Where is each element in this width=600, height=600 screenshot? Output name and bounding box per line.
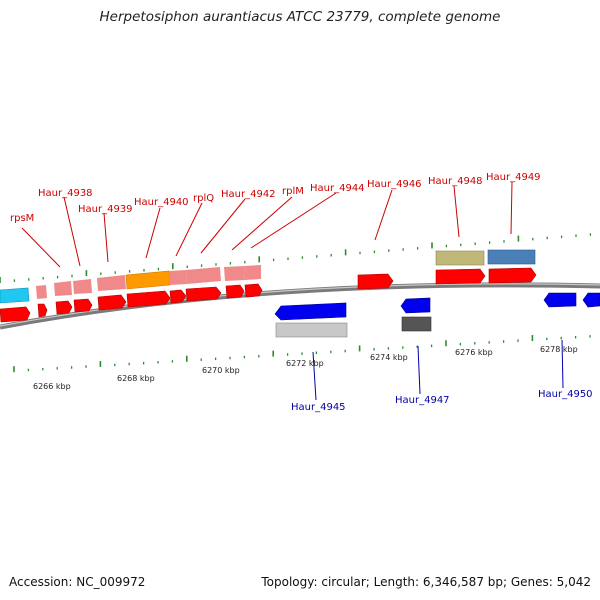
feature-lightgray[interactable]	[275, 322, 348, 338]
gene-arrow[interactable]	[126, 290, 171, 308]
scale-label: 6274 kbp	[370, 353, 408, 362]
gene-arrow[interactable]	[55, 300, 73, 315]
topology-text: Topology: circular; Length: 6,346,587 bp…	[261, 575, 591, 589]
gene-arrow[interactable]	[185, 286, 222, 302]
gene-label[interactable]: Haur_4942	[221, 189, 276, 200]
feature-pink[interactable]	[36, 285, 47, 299]
feature-pink[interactable]	[169, 270, 187, 285]
feature-pink[interactable]	[97, 275, 126, 291]
inner-tick-marks	[13, 335, 591, 373]
gene-arrow-Haur_4947[interactable]	[400, 297, 431, 314]
reverse-strand-features	[274, 292, 600, 338]
outer-tick-marks	[0, 233, 592, 283]
accession-text: Accession: NC_009972	[9, 575, 146, 589]
scale-label: 6272 kbp	[286, 359, 324, 368]
gene-arrow-Haur_4949[interactable]	[488, 267, 537, 284]
genome-backbone-highlight	[0, 283, 600, 327]
scale-label: 6276 kbp	[455, 348, 493, 357]
gene-label[interactable]: Haur_4950	[538, 389, 593, 400]
feature-pink[interactable]	[224, 266, 245, 281]
gene-arrow-Haur_4950[interactable]	[543, 292, 577, 308]
forward-gene-labels: rpsM Haur_4938 Haur_4939 Haur_4940 rplQ …	[10, 172, 541, 224]
gene-arrow-Haur_4946[interactable]	[357, 273, 394, 290]
gene-arrow[interactable]	[582, 292, 600, 308]
gene-arrow-rpsM[interactable]	[0, 306, 31, 323]
genome-backbone	[0, 282, 600, 330]
feature-cyan[interactable]	[0, 287, 30, 304]
gene-arrow[interactable]	[37, 303, 48, 318]
forward-label-leaders	[21, 181, 513, 268]
gene-label[interactable]: rpsM	[10, 213, 34, 224]
gene-label[interactable]: Haur_4940	[134, 197, 189, 208]
gene-label[interactable]: rplQ	[193, 193, 214, 204]
gene-label[interactable]: Haur_4946	[367, 179, 422, 190]
gene-label[interactable]: rplM	[282, 186, 304, 197]
scale-labels: 6266 kbp 6268 kbp 6270 kbp 6272 kbp 6274…	[33, 345, 578, 391]
gene-arrow-Haur_4948[interactable]	[435, 268, 486, 285]
gene-arrow[interactable]	[225, 284, 245, 299]
feature-pink[interactable]	[244, 265, 261, 280]
map-title: Herpetosiphon aurantiacus ATCC 23779, co…	[99, 9, 501, 25]
gene-arrow[interactable]	[73, 298, 93, 313]
reverse-gene-labels: Haur_4945 Haur_4947 Haur_4950	[291, 389, 593, 413]
scale-label: 6268 kbp	[117, 374, 155, 383]
scale-label: 6278 kbp	[540, 345, 578, 354]
feature-orange[interactable]	[125, 270, 171, 290]
feature-steelblue[interactable]	[487, 249, 536, 265]
scale-label: 6266 kbp	[33, 382, 71, 391]
gene-label[interactable]: Haur_4949	[486, 172, 541, 183]
gene-arrow[interactable]	[169, 289, 187, 304]
gene-arrow[interactable]	[97, 294, 127, 311]
gene-arrow-Haur_4945[interactable]	[274, 302, 347, 321]
feature-darkgray[interactable]	[401, 316, 432, 332]
feature-pink[interactable]	[186, 267, 221, 284]
gene-label[interactable]: Haur_4944	[310, 183, 365, 194]
forward-strand-features	[0, 249, 537, 323]
feature-olive[interactable]	[435, 250, 485, 266]
gene-label[interactable]: Haur_4939	[78, 204, 133, 215]
feature-pink[interactable]	[73, 279, 92, 294]
gene-arrow[interactable]	[244, 283, 263, 298]
gene-label[interactable]: Haur_4938	[38, 188, 93, 199]
scale-label: 6270 kbp	[202, 366, 240, 375]
gene-label[interactable]: Haur_4945	[291, 402, 346, 413]
reverse-label-leaders	[312, 339, 564, 401]
feature-pink[interactable]	[54, 281, 72, 296]
gene-label[interactable]: Haur_4947	[395, 395, 450, 406]
gene-label[interactable]: Haur_4948	[428, 176, 483, 187]
